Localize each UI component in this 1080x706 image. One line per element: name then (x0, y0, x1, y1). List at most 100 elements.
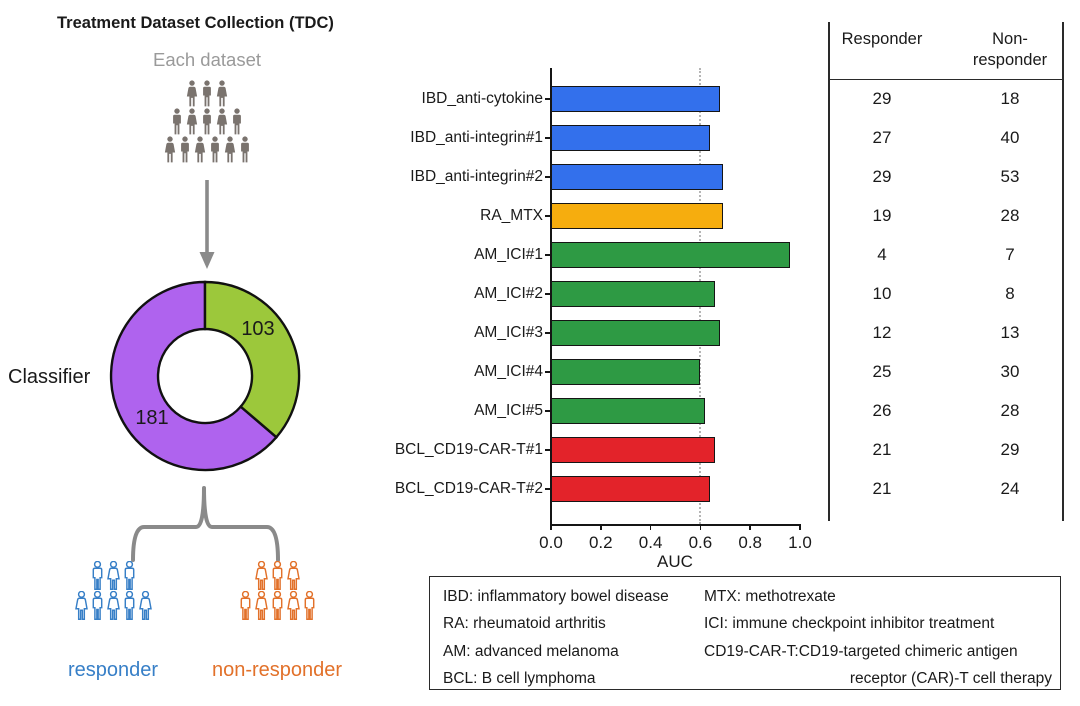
person-man-icon (200, 80, 214, 107)
x-axis-tick (749, 524, 751, 530)
legend-item: MTX: methotrexate (704, 588, 836, 605)
x-axis-tick (600, 524, 602, 530)
table-cell-responder: 29 (872, 167, 892, 186)
legend-item: ICI: immune checkpoint inhibitor treatme… (704, 615, 995, 633)
table-cell-non-responder: 24 (1000, 479, 1020, 498)
auc-bar (551, 320, 721, 346)
person-man-icon (178, 136, 192, 163)
person-woman-icon (106, 591, 121, 620)
person-woman-icon (286, 591, 301, 620)
category-tick (545, 215, 551, 217)
x-axis-tick-label: 0.6 (688, 533, 713, 552)
person-man-icon (90, 561, 105, 590)
non-responder-people-group (204, 561, 350, 621)
person-woman-icon (286, 561, 301, 590)
down-arrow-icon (199, 180, 215, 269)
x-axis-tick (699, 524, 702, 530)
legend-item: BCL: B cell lymphoma (443, 670, 596, 688)
auc-bar (551, 86, 721, 112)
auc-bar (551, 164, 723, 190)
people-row (117, 80, 297, 107)
auc-bar (551, 437, 716, 463)
x-axis-tick-label: 1.0 (788, 533, 812, 552)
x-axis-tick-label: 0.4 (638, 533, 663, 552)
responder-people-group (40, 561, 186, 621)
table-cell-non-responder: 7 (1005, 245, 1015, 264)
people-row (40, 561, 186, 590)
x-axis-tick (550, 524, 552, 530)
people-row (204, 561, 350, 590)
auc-bar (551, 281, 716, 307)
table-cell-non-responder: 8 (1005, 284, 1015, 303)
person-man-icon (122, 591, 137, 620)
table-cell-responder: 19 (872, 206, 892, 225)
table-cell-responder: 10 (872, 284, 892, 303)
category-tick (545, 332, 551, 334)
table-cell-non-responder: 53 (1000, 167, 1020, 186)
category-label: AM_ICI#2 (474, 285, 543, 302)
category-tick (545, 98, 551, 100)
people-row (117, 108, 297, 135)
person-woman-icon (215, 108, 229, 135)
category-tick (545, 176, 551, 178)
person-woman-icon (193, 136, 207, 163)
auc-bar (551, 476, 711, 502)
person-woman-icon (254, 591, 269, 620)
category-label: IBD_anti-cytokine (421, 90, 543, 107)
person-man-icon (170, 108, 184, 135)
category-tick (545, 410, 551, 412)
category-label: IBD_anti-integrin#1 (410, 129, 543, 146)
auc-bar (551, 125, 711, 151)
split-brace (131, 486, 280, 562)
legend-item: receptor (CAR)-T cell therapy (849, 670, 1052, 688)
person-woman-icon (163, 136, 177, 163)
table-cell-non-responder: 40 (1000, 128, 1020, 147)
category-tick (545, 371, 551, 373)
person-woman-icon (185, 108, 199, 135)
x-axis-line (549, 523, 801, 526)
legend-item: RA: rheumatoid arthritis (443, 615, 606, 633)
category-label: RA_MTX (480, 207, 543, 224)
auc-bar (551, 359, 701, 385)
person-man-icon (270, 591, 285, 620)
donut-slice-purple (109, 280, 279, 472)
category-label: AM_ICI#5 (474, 402, 543, 419)
people-row (40, 591, 186, 620)
x-axis-title: AUC (657, 552, 693, 571)
category-label: BCL_CD19-CAR-T#1 (394, 441, 543, 458)
table-cell-responder: 25 (872, 362, 892, 381)
auc-bar (551, 398, 706, 424)
table-cell-responder: 26 (872, 401, 892, 420)
figure-title: Treatment Dataset Collection (TDC) (57, 14, 334, 32)
auc-bar (551, 242, 790, 268)
category-label: IBD_anti-integrin#2 (410, 168, 543, 185)
x-axis-tick-label: 0.2 (588, 533, 613, 552)
category-label: AM_ICI#3 (474, 324, 543, 341)
table-cell-non-responder: 30 (1000, 362, 1020, 381)
table-right-border (1062, 22, 1064, 521)
category-tick (545, 293, 551, 295)
table-cell-responder: 27 (872, 128, 892, 147)
person-woman-icon (138, 591, 153, 620)
table-cell-responder: 29 (872, 89, 892, 108)
table-header-responder: Responder (841, 30, 923, 48)
legend-item: CD19-CAR-T:CD19-targeted chimeric antige… (704, 642, 1018, 660)
each-dataset-label: Each dataset (153, 49, 261, 70)
x-axis-tick (649, 524, 652, 530)
person-woman-icon (254, 561, 269, 590)
classifier-label: Classifier (8, 366, 91, 388)
person-woman-icon (106, 561, 121, 590)
auc-bar (551, 203, 723, 229)
person-woman-icon (185, 80, 199, 107)
person-man-icon (230, 108, 244, 135)
classifier-donut-chart (109, 280, 301, 472)
table-cell-responder: 21 (872, 440, 892, 459)
y-axis-line (549, 68, 552, 525)
table-cell-responder: 21 (872, 479, 892, 498)
person-woman-icon (74, 591, 89, 620)
table-header-rule (828, 78, 1064, 81)
people-row (117, 136, 297, 163)
legend-right-column: MTX: methotrexate ICI: immune checkpoint … (704, 583, 1052, 693)
donut-slice-green (203, 280, 301, 439)
